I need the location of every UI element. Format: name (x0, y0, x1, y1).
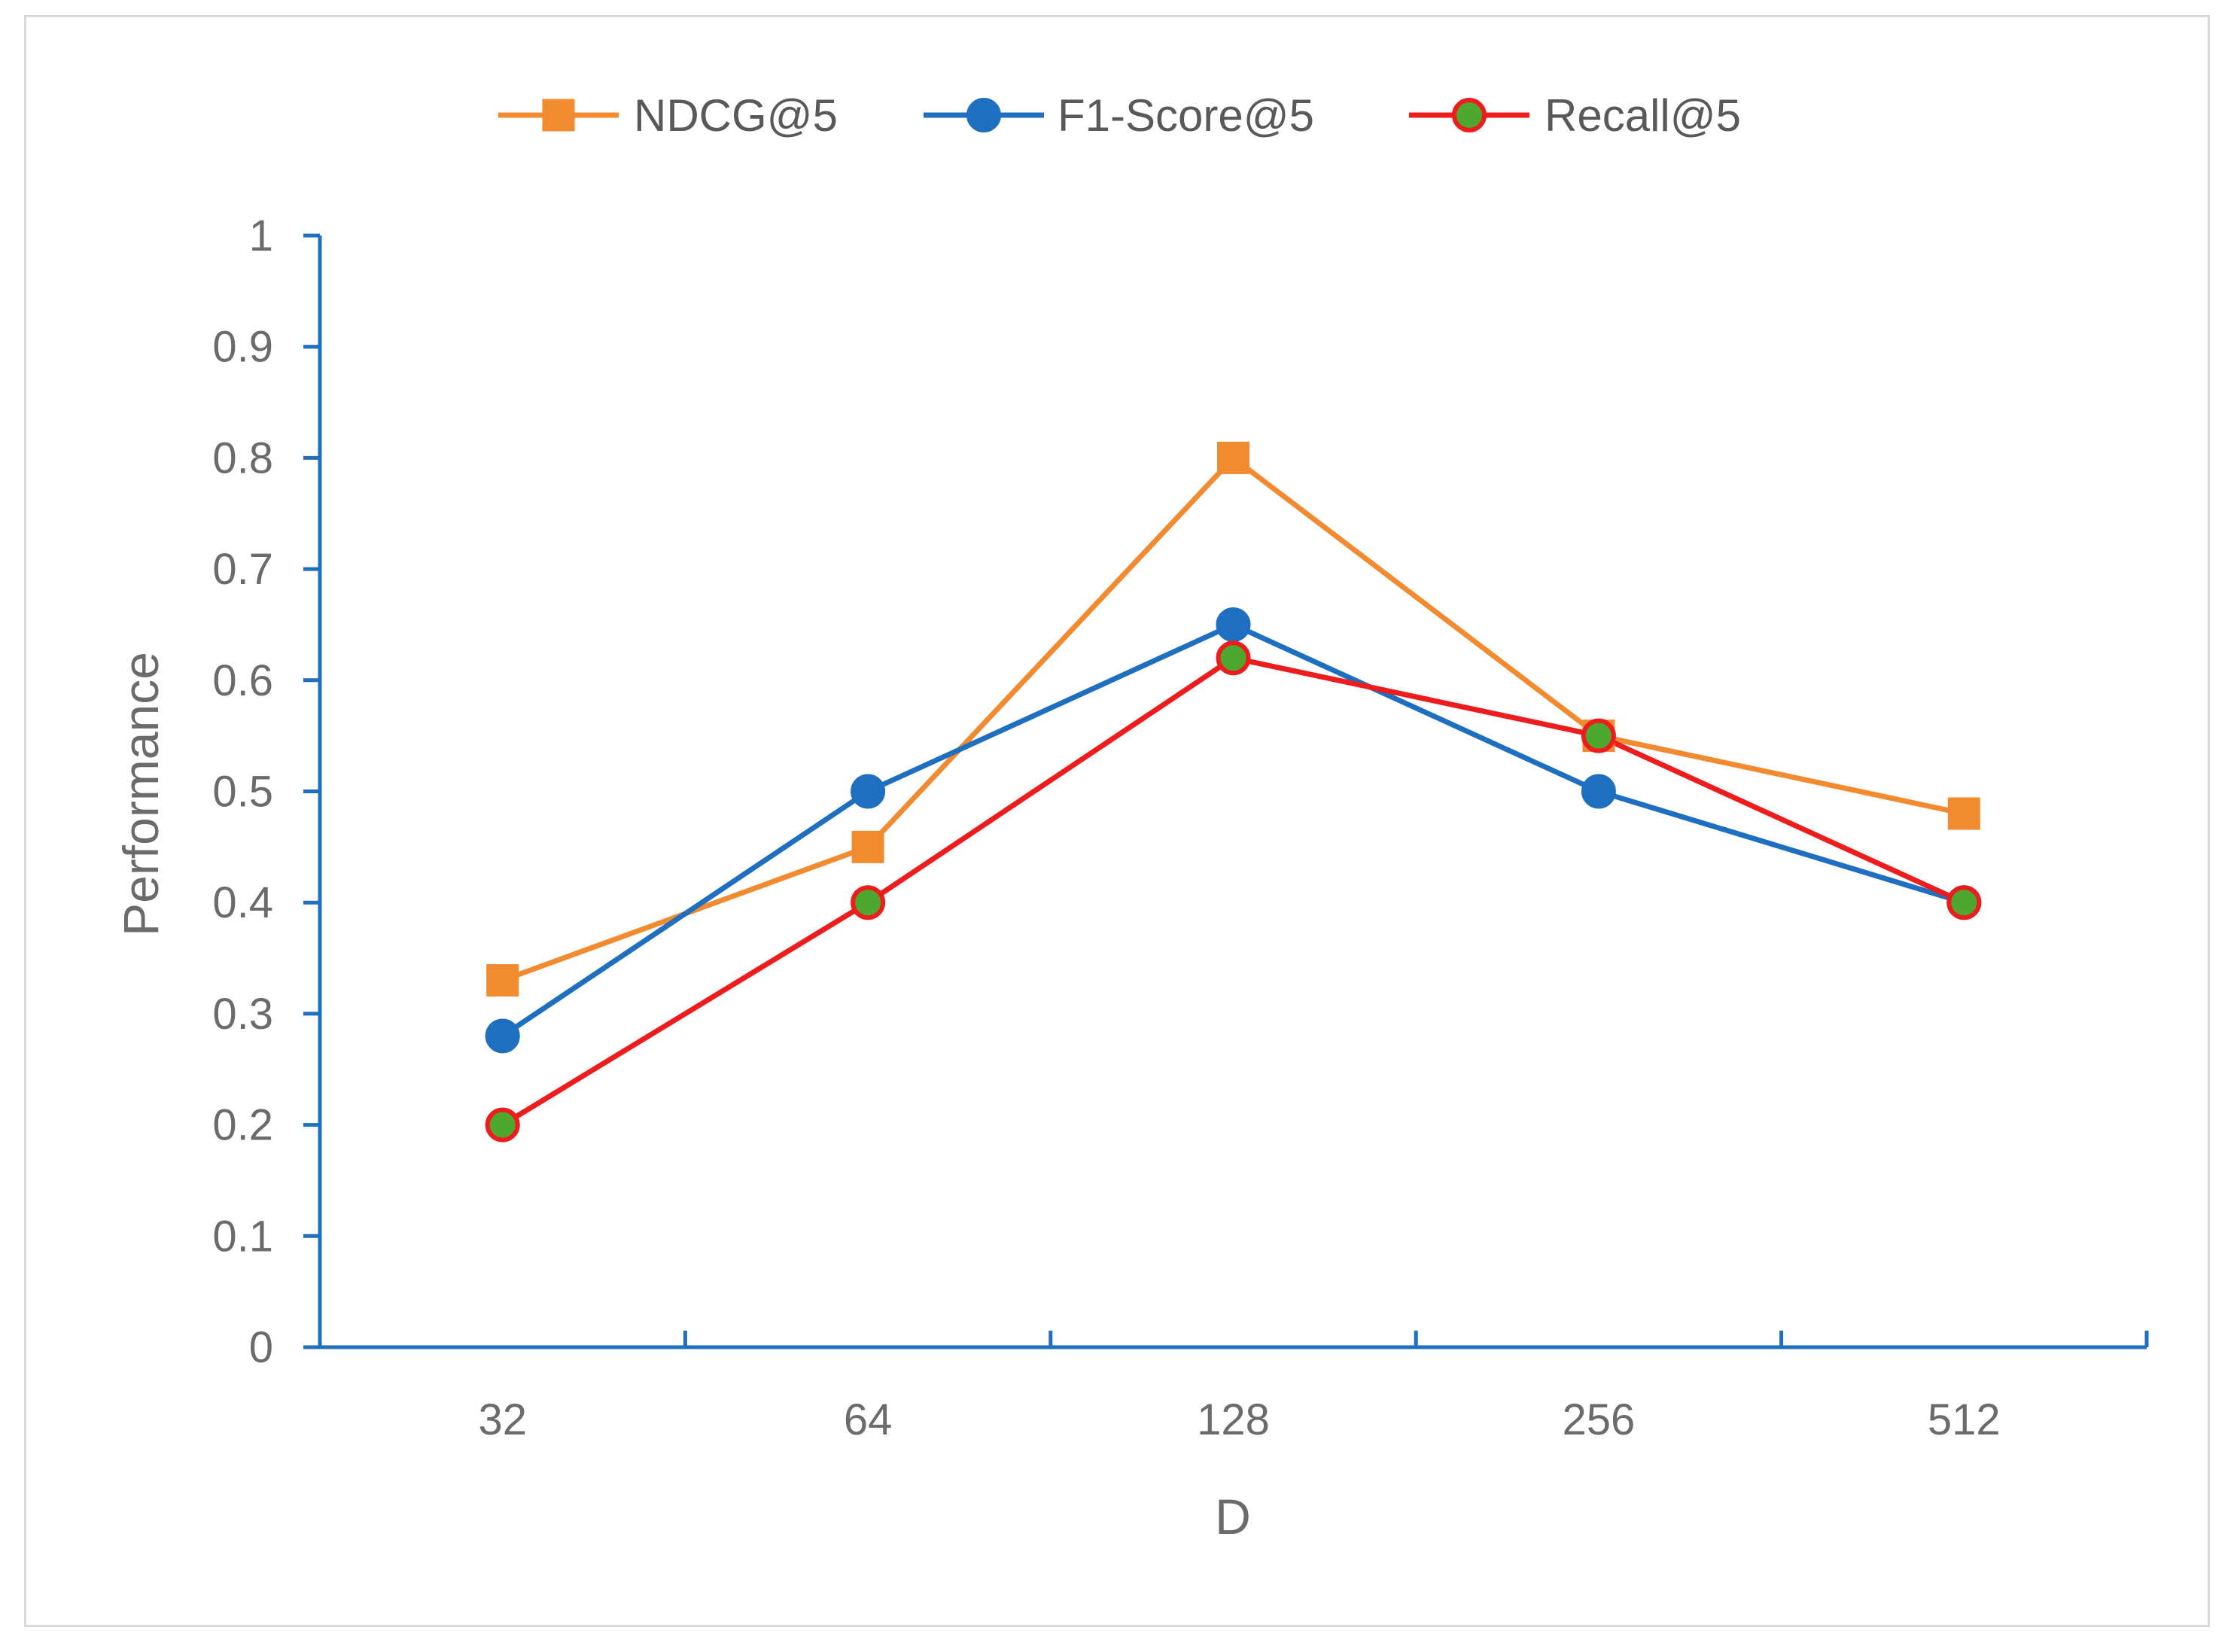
legend-label-ndcg-5: NDCG@5 (634, 90, 838, 141)
data-point-ndcg-5 (486, 964, 519, 997)
x-axis-title: D (1215, 1489, 1251, 1544)
data-point-f1-score-5 (1216, 607, 1251, 642)
x-axis: 32 64 128 256 512 (318, 1331, 2149, 1444)
y-tick-label: 0.4 (212, 878, 273, 927)
data-point-f1-score-5 (1581, 774, 1616, 809)
x-tick-label: 32 (478, 1395, 527, 1444)
y-axis: 0 0.1 0.2 0.3 0.4 0.5 0.6 0.7 0.8 0.9 1 (212, 211, 322, 1372)
y-tick-label: 0.9 (212, 323, 273, 372)
series-lines (501, 455, 1965, 1127)
x-tick-label: 256 (1563, 1395, 1636, 1444)
legend-marker-f1-score-5 (966, 98, 1001, 132)
data-point-ndcg-5 (851, 830, 884, 863)
data-point-f1-score-5 (485, 1018, 520, 1054)
legend: NDCG@5 F1-Score@5 Recall@5 (498, 90, 1741, 141)
y-tick-label: 0.5 (212, 768, 273, 817)
y-tick-label: 0 (249, 1323, 273, 1372)
y-tick-label: 0.3 (212, 990, 273, 1039)
legend-label-recall-5: Recall@5 (1545, 90, 1741, 141)
series-line-f1-score-5 (501, 622, 1965, 1039)
y-tick-label: 0.2 (212, 1101, 273, 1150)
x-tick-label: 64 (844, 1395, 893, 1444)
data-point-ndcg-5 (1217, 441, 1249, 474)
data-point-f1-score-5 (851, 774, 886, 809)
y-tick-label: 1 (249, 211, 273, 260)
data-point-recall-5 (485, 1107, 520, 1142)
y-tick-label: 0.7 (212, 545, 273, 594)
chart-frame (24, 15, 2210, 1627)
data-point-recall-5 (1946, 885, 1982, 920)
series-line-ndcg-5 (501, 455, 1965, 983)
x-tick-label: 512 (1928, 1395, 2001, 1444)
y-axis-title: Performance (113, 652, 169, 936)
data-point-recall-5 (1216, 640, 1251, 676)
legend-marker-recall-5 (1452, 98, 1487, 132)
y-tick-label: 0.6 (212, 656, 273, 705)
data-point-recall-5 (1581, 718, 1616, 753)
x-tick-label: 128 (1197, 1395, 1270, 1444)
legend-marker-ndcg-5 (542, 99, 575, 132)
data-point-ndcg-5 (1947, 797, 1980, 830)
y-tick-label: 0.8 (212, 434, 273, 482)
y-tick-label: 0.1 (212, 1212, 273, 1261)
data-point-recall-5 (851, 885, 886, 920)
series-markers (485, 441, 1982, 1142)
legend-label-f1-score-5: F1-Score@5 (1058, 90, 1314, 141)
